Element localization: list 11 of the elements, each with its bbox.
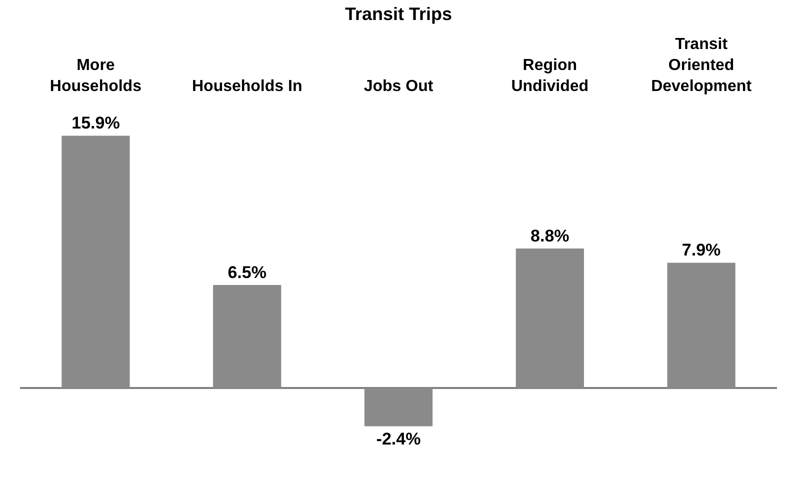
data-label: 8.8% (530, 226, 570, 246)
data-label: -2.4% (376, 429, 421, 448)
data-label: 6.5% (228, 262, 266, 282)
x-tick-label: Transit Oriented Development (651, 36, 752, 95)
data-label: 7.9% (682, 240, 721, 260)
x-tick-label: Households In (192, 78, 302, 95)
chart-title: Transit Trips (344, 4, 452, 24)
x-tick-label: More Households (50, 57, 142, 95)
x-tick-label: Region Undivided (511, 57, 589, 95)
x-tick-label: Jobs Out (364, 78, 434, 95)
data-label: 15.9% (72, 114, 120, 133)
